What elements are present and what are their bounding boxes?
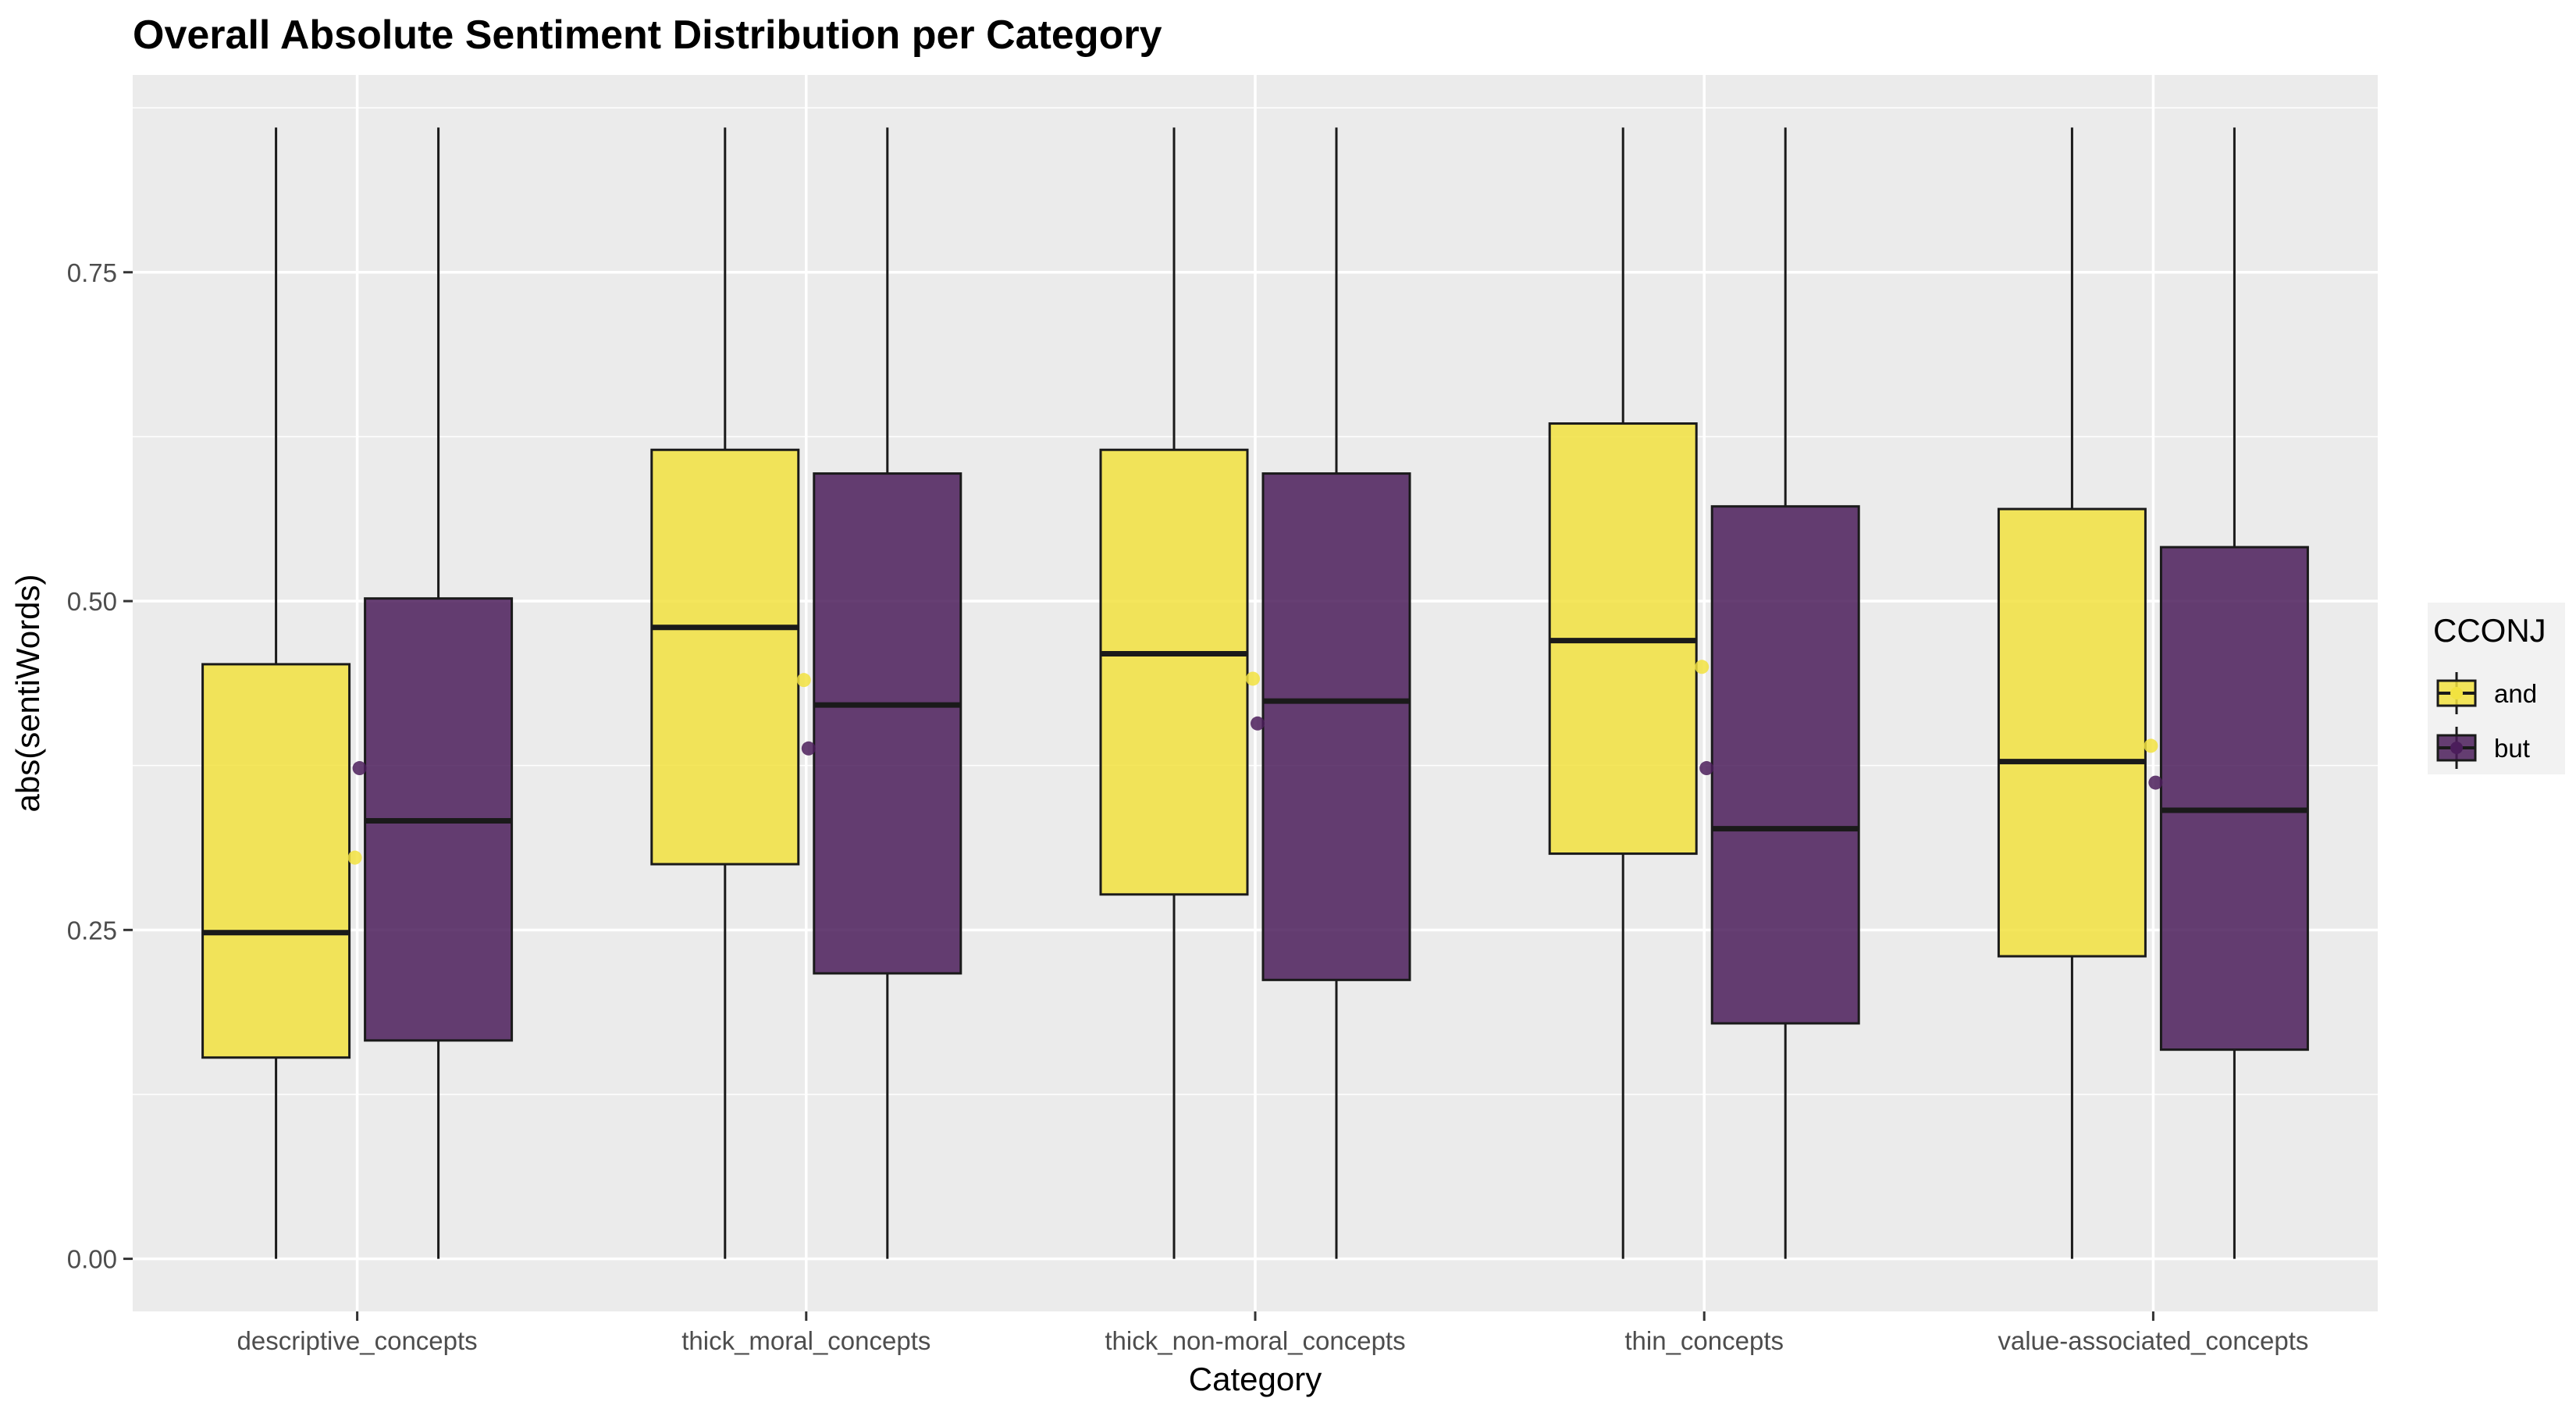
box-iqr [650,448,800,866]
mean-point-and-value-associated_concepts [2144,738,2158,753]
legend-label: and [2494,679,2537,708]
mean-point-and-thick_moral_concepts [796,673,811,688]
x-axis-title: Category [1189,1361,1322,1397]
axis-layer: 0.00 0.25 0.50 0.75 descriptive_concepts thic… [67,258,2309,1355]
box-iqr [1099,448,1249,896]
legend-key-point [2450,742,2463,754]
y-tick-label: 0.00 [67,1245,117,1274]
y-tick-label: 0.75 [67,258,117,287]
x-tick-label: descriptive_concepts [237,1326,478,1355]
box-and-thick_moral_concepts [650,127,800,1259]
box-and-thin_concepts [1548,127,1698,1259]
legend-key-but: but [2433,724,2530,771]
box-iqr [1710,505,1860,1025]
legend-key-point [2450,687,2463,699]
y-axis-title: abs(sentiWords) [9,575,46,813]
box-iqr [201,663,351,1059]
box-but-value-associated_concepts [2159,127,2309,1259]
box-and-thick_non-moral_concepts [1099,127,1249,1259]
box-but-thin_concepts [1710,127,1860,1259]
box-layer [201,127,2309,1259]
legend-label: but [2494,734,2530,763]
box-iqr [813,472,962,975]
mean-point-but-thick_moral_concepts [801,741,816,756]
mean-point-but-thin_concepts [1699,761,1714,776]
legend-key-and: and [2433,670,2537,717]
legend-title: CCONJ [2433,612,2546,649]
box-but-thick_moral_concepts [813,127,962,1259]
box-and-descriptive_concepts [201,127,351,1259]
chart-title: Overall Absolute Sentiment Distribution … [133,12,1162,58]
mean-point-but-thick_non-moral_concepts [1251,716,1265,731]
x-tick-label: thin_concepts [1624,1326,1784,1355]
legend-keys: and but [2433,670,2537,771]
box-iqr [1261,472,1411,981]
mean-point-and-descriptive_concepts [347,850,362,865]
box-and-value-associated_concepts [1997,127,2147,1259]
x-tick-label: thick_non-moral_concepts [1105,1326,1405,1355]
x-tick-label: thick_moral_concepts [681,1326,930,1355]
mean-point-and-thin_concepts [1695,660,1710,674]
mean-point-but-value-associated_concepts [2148,775,2163,790]
mean-point-and-thick_non-moral_concepts [1246,671,1260,686]
y-tick-label: 0.50 [67,587,117,616]
x-tick-label: value-associated_concepts [1998,1326,2308,1355]
box-but-descriptive_concepts [364,127,514,1259]
y-tick-label: 0.25 [67,916,117,945]
box-but-thick_non-moral_concepts [1261,127,1411,1259]
mean-point-but-descriptive_concepts [352,761,367,776]
legend: CCONJ and but [2428,603,2565,774]
box-iqr [2159,546,2309,1051]
box-iqr [1997,507,2147,958]
